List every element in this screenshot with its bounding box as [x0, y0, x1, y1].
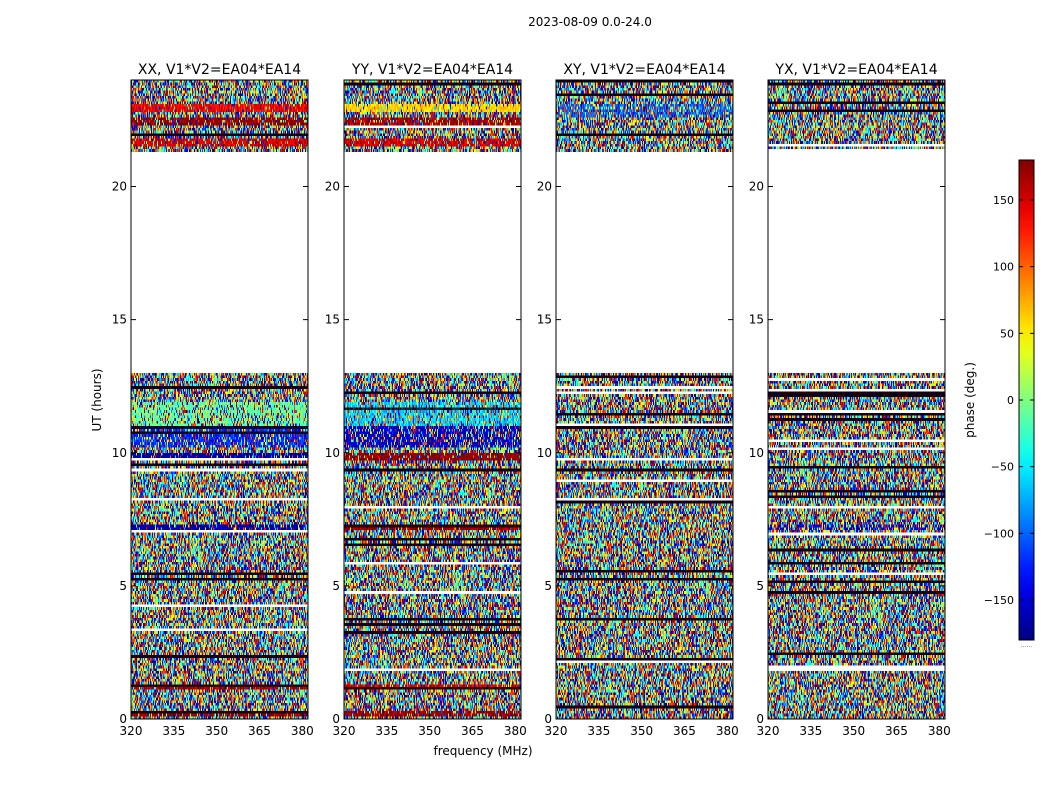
- y-axis-label: UT (hours): [90, 368, 104, 431]
- y-tick-label: 0: [756, 712, 764, 726]
- panel-xx: XX, V1*V2=EA04*EA14 320 335 350 365 380 0 5 10 15…: [112, 62, 314, 738]
- colorbar-footer: ......: [1021, 642, 1033, 649]
- x-tick-label: 365: [248, 724, 271, 738]
- x-tick-label: 350: [205, 724, 228, 738]
- heatmap-xx: [131, 80, 308, 719]
- y-tick-label: 10: [112, 446, 127, 460]
- axes-frame: [555, 79, 734, 720]
- x-tick-label: 380: [928, 724, 951, 738]
- heatmap-yy: [344, 80, 521, 719]
- x-tick-label: 320: [757, 724, 780, 738]
- y-tick-label: 15: [537, 313, 552, 327]
- colorbar-label: phase (deg.): [963, 362, 977, 438]
- axes-frame: [343, 79, 522, 720]
- colorbar: 150 100 50 0 −50 −100 −150 phase (deg.)......: [963, 159, 1035, 649]
- y-tick-label: 10: [537, 446, 552, 460]
- y-tick-label: 0: [119, 712, 127, 726]
- y-tick-label: 10: [325, 446, 340, 460]
- x-tick-label: 380: [504, 724, 527, 738]
- colorbar-tick-label: −150: [984, 594, 1014, 607]
- x-tick-label: 365: [673, 724, 696, 738]
- axes-frame: [767, 79, 946, 720]
- colorbar-tick-label: 50: [1000, 327, 1014, 340]
- heatmap-yx: [768, 80, 945, 719]
- x-tick-label: 335: [799, 724, 822, 738]
- x-tick-label: 350: [842, 724, 865, 738]
- colorbar-tick-label: −50: [991, 461, 1014, 474]
- y-tick-label: 15: [325, 313, 340, 327]
- panel-yy: YY, V1*V2=EA04*EA14 320 335 350 365 380 0 5 10 15…: [325, 62, 527, 738]
- x-tick-label: 320: [120, 724, 143, 738]
- y-tick-label: 5: [544, 579, 552, 593]
- panel-yx: YX, V1*V2=EA04*EA14 320 335 350 365 380 0 5 10 15…: [749, 62, 951, 738]
- x-tick-label: 350: [418, 724, 441, 738]
- y-tick-label: 10: [749, 446, 764, 460]
- x-axis-label: frequency (MHz): [433, 744, 532, 758]
- x-tick-label: 380: [716, 724, 739, 738]
- y-tick-label: 15: [112, 313, 127, 327]
- colorbar-tick-label: 100: [993, 261, 1014, 274]
- y-tick-label: 0: [332, 712, 340, 726]
- x-tick-label: 320: [545, 724, 568, 738]
- x-tick-label: 320: [333, 724, 356, 738]
- axes-frame: [130, 79, 309, 720]
- panels-group: XX, V1*V2=EA04*EA14 320 335 350 365 380 0 5 10 15…: [112, 62, 951, 738]
- panel-title: XY, V1*V2=EA04*EA14: [563, 62, 725, 78]
- x-tick-label: 380: [291, 724, 314, 738]
- panel-xy: XY, V1*V2=EA04*EA14 320 335 350 365 380 0 5 10 15…: [537, 62, 739, 738]
- colorbar-tick-label: 0: [1007, 394, 1014, 407]
- y-tick-label: 20: [112, 180, 127, 194]
- x-tick-label: 335: [375, 724, 398, 738]
- y-tick-label: 5: [756, 579, 764, 593]
- y-tick-label: 20: [325, 180, 340, 194]
- x-tick-label: 350: [630, 724, 653, 738]
- colorbar-tick-label: 150: [993, 194, 1014, 207]
- figure-suptitle: 2023-08-09 0.0-24.0: [528, 15, 652, 29]
- panel-title: YX, V1*V2=EA04*EA14: [774, 62, 937, 78]
- x-tick-label: 365: [885, 724, 908, 738]
- x-tick-label: 335: [587, 724, 610, 738]
- panel-title: YY, V1*V2=EA04*EA14: [351, 62, 513, 78]
- x-tick-label: 335: [162, 724, 185, 738]
- x-tick-label: 365: [461, 724, 484, 738]
- panel-title: XX, V1*V2=EA04*EA14: [138, 62, 301, 78]
- colorbar-tick-label: −100: [984, 527, 1014, 540]
- y-tick-label: 5: [332, 579, 340, 593]
- y-tick-label: 15: [749, 313, 764, 327]
- y-tick-label: 0: [544, 712, 552, 726]
- y-tick-label: 20: [537, 180, 552, 194]
- y-tick-label: 5: [119, 579, 127, 593]
- heatmap-xy: [556, 80, 733, 719]
- y-tick-label: 20: [749, 180, 764, 194]
